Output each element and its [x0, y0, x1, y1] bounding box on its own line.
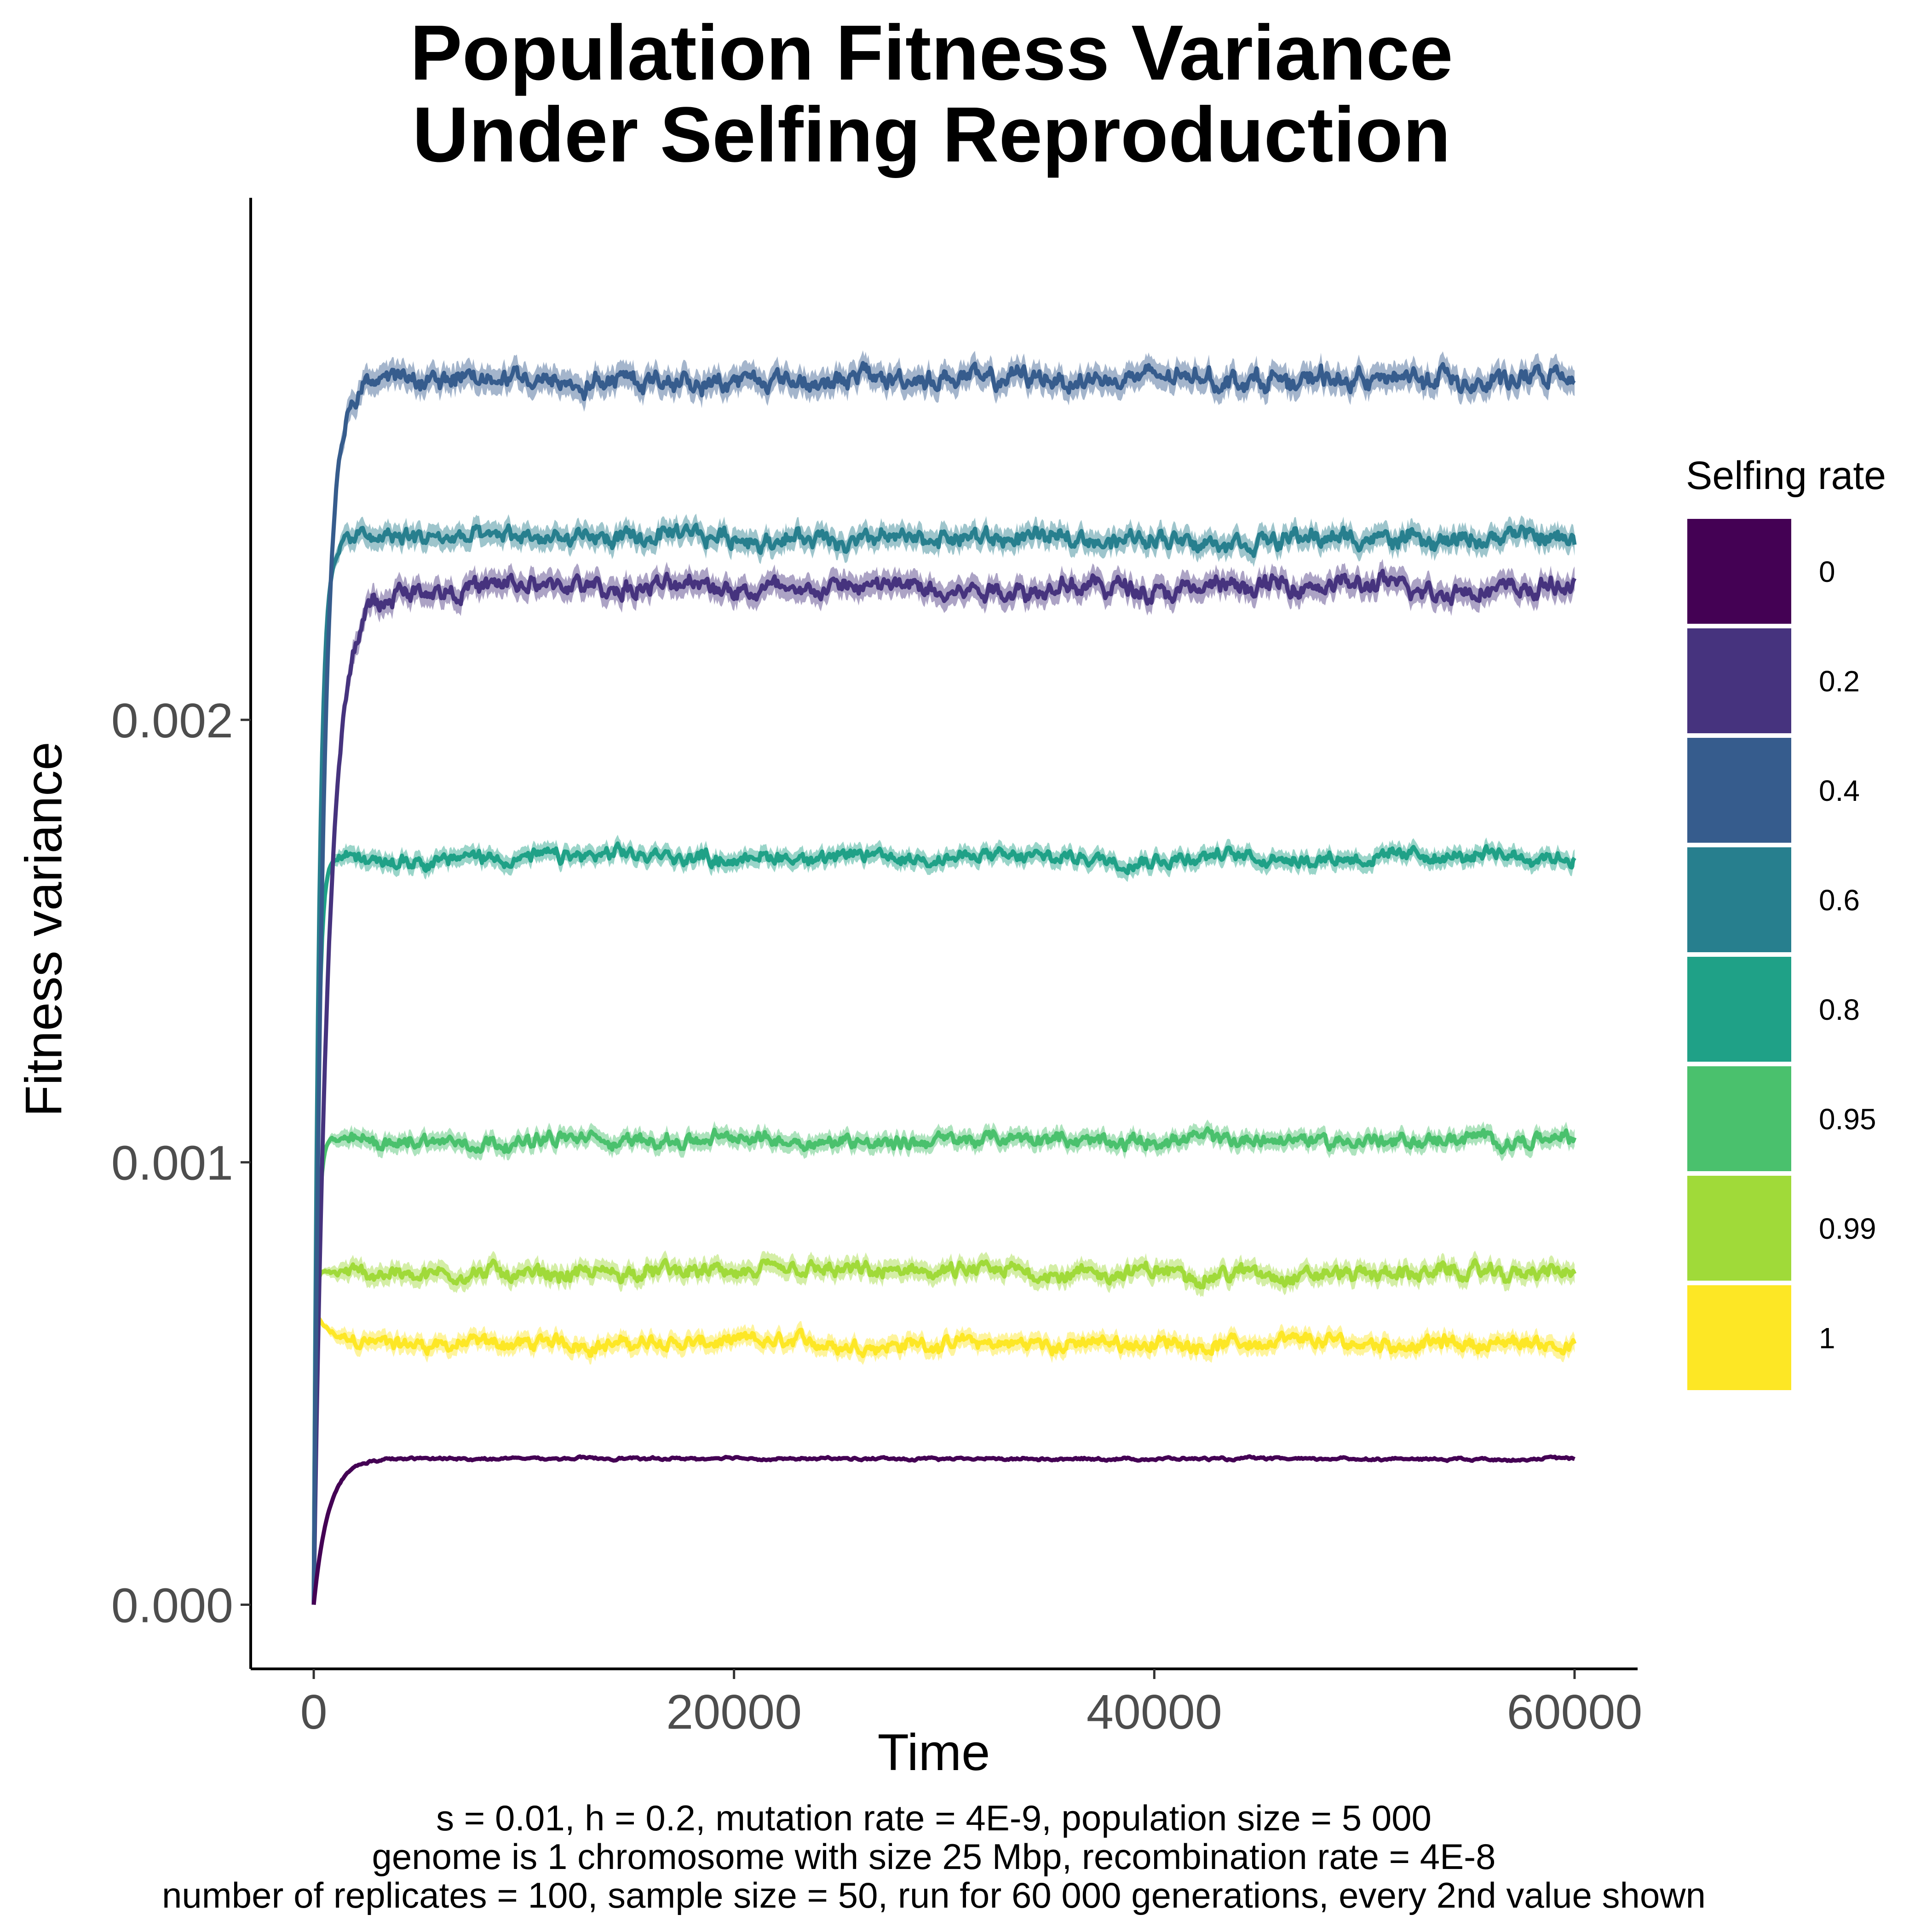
y-axis-title: Fitness variance — [15, 742, 73, 1117]
legend-label: 1 — [1819, 1322, 1835, 1355]
series-0-4 — [311, 350, 1576, 1605]
series-band-0-8 — [314, 834, 1575, 1605]
y-tick-label: 0.000 — [111, 1579, 233, 1633]
x-tick-label: 40000 — [1087, 1685, 1222, 1739]
legend-swatch — [1687, 738, 1791, 843]
series-0-2 — [311, 558, 1577, 1605]
series-band-0-95 — [314, 1119, 1575, 1605]
legend-title: Selfing rate — [1686, 454, 1886, 498]
series-line-0-4 — [311, 361, 1576, 1605]
x-axis-title: Time — [877, 1724, 990, 1781]
legend-label: 0.99 — [1819, 1212, 1876, 1245]
x-tick-label: 0 — [300, 1685, 328, 1739]
legend-label: 0.95 — [1819, 1103, 1876, 1136]
series-1 — [311, 1316, 1577, 1605]
legend-label: 0.4 — [1819, 774, 1860, 807]
legend-item: 0 — [1687, 517, 1932, 627]
caption-line-3: number of replicates = 100, sample size … — [161, 1875, 1706, 1915]
legend-swatch — [1687, 1176, 1791, 1281]
series-band-0-2 — [314, 558, 1575, 1605]
x-tick-label: 20000 — [666, 1685, 802, 1739]
legend-item: 0.95 — [1687, 1064, 1932, 1174]
legend-swatch — [1687, 1285, 1791, 1390]
legend-swatch — [1687, 519, 1791, 624]
series-line-0-95 — [311, 1126, 1577, 1605]
legend-item: 0.4 — [1687, 736, 1932, 845]
legend-label: 0 — [1819, 555, 1835, 588]
chart-title-line-1: Population Fitness Variance — [410, 9, 1453, 97]
series-line-1 — [311, 1316, 1577, 1605]
legend-item: 0.99 — [1687, 1174, 1932, 1283]
legend-item: 0.8 — [1687, 955, 1932, 1064]
legend-swatch — [1687, 628, 1791, 733]
series-band-0 — [314, 1455, 1575, 1605]
series-band-0-99 — [314, 1250, 1575, 1605]
series-0-8 — [311, 834, 1576, 1605]
series-0 — [311, 1454, 1576, 1605]
series-line-0-99 — [311, 1258, 1577, 1605]
series-0-99 — [311, 1250, 1577, 1605]
legend-item: 0.2 — [1687, 627, 1932, 736]
y-tick-label: 0.001 — [111, 1136, 233, 1190]
series-0-95 — [311, 1119, 1577, 1605]
series-line-0 — [311, 1454, 1576, 1605]
y-tick-label: 0.002 — [111, 694, 233, 748]
series-layer — [311, 350, 1577, 1605]
x-tick-label: 60000 — [1507, 1685, 1643, 1739]
caption-line-2: genome is 1 chromosome with size 25 Mbp,… — [372, 1836, 1496, 1877]
series-line-0-8 — [311, 841, 1576, 1605]
series-band-0-6 — [314, 513, 1575, 1605]
legend-label: 0.6 — [1819, 884, 1860, 917]
legend-swatch — [1687, 957, 1791, 1062]
legend-item: 0.6 — [1687, 845, 1932, 955]
series-0-6 — [311, 513, 1577, 1605]
legend-label: 0.8 — [1819, 993, 1860, 1026]
series-line-0-6 — [311, 523, 1577, 1605]
axes-layer: 0 20000 40000 60000 0.000 0.001 0.002 — [111, 198, 1643, 1739]
series-line-0-2 — [311, 569, 1577, 1605]
legend-label: 0.2 — [1819, 665, 1860, 698]
legend-item: 1 — [1687, 1283, 1932, 1393]
legend-swatch — [1687, 847, 1791, 952]
legend-swatch — [1687, 1066, 1791, 1171]
caption-line-1: s = 0.01, h = 0.2, mutation rate = 4E-9,… — [436, 1798, 1432, 1838]
legend: 0 0.2 0.4 0.6 0.8 0.95 0.99 1 — [1687, 517, 1932, 1393]
chart-title-line-2: Under Selfing Reproduction — [412, 91, 1451, 178]
